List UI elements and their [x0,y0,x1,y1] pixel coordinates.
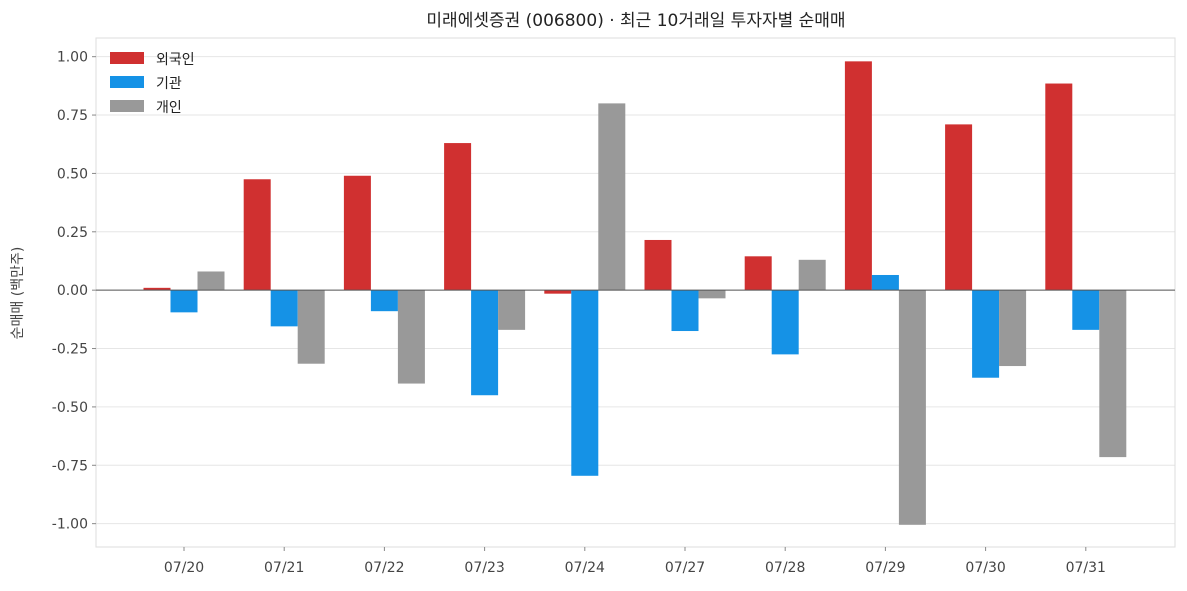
y-tick-label: 0.25 [57,225,88,241]
x-tick-label: 07/23 [464,560,504,576]
bar [243,179,271,291]
legend-label: 기관 [156,76,182,92]
bar [798,259,826,291]
bar [898,290,926,525]
y-axis-label: 순매매 (백만주) [10,247,26,340]
x-tick-label: 07/27 [665,560,705,576]
plot-frame [95,37,1176,548]
y-tick-label: -0.50 [52,400,88,416]
x-tick-label: 07/24 [565,560,605,576]
x-tick-label: 07/21 [264,560,304,576]
bar [1099,290,1127,458]
y-tick-label: -0.75 [52,458,88,474]
bars [143,61,1127,525]
legend-swatch [110,52,144,64]
legend-swatch [110,100,144,112]
y-tick-label: 0.00 [57,283,88,299]
bar [498,290,526,330]
x-tick-label: 07/31 [1066,560,1106,576]
legend-swatch [110,76,144,88]
bar [671,290,699,332]
bar [170,290,198,313]
bar [143,287,171,291]
bar [397,290,425,384]
bar [972,290,1000,378]
bar [844,61,872,291]
bar [871,274,899,291]
bar [999,290,1027,367]
y-tick-label: 0.50 [57,166,88,182]
bar [744,256,772,291]
legend-label: 외국인 [156,52,195,68]
y-tick-label: -1.00 [52,517,88,533]
y-tick-label: -0.25 [52,342,88,358]
bar [370,290,398,312]
y-tick-label: 1.00 [57,50,88,66]
bar [270,290,298,327]
axes: -1.00 -0.75 -0.50 -0.25 0.00 0.25 0.50 0.75 1.00… [52,37,1176,576]
bar [1072,290,1100,330]
bar [945,124,973,291]
bar [698,290,726,299]
bar [771,290,799,355]
y-tick-label: 0.75 [57,108,88,124]
x-tick-label: 07/22 [364,560,404,576]
x-tick-label: 07/28 [765,560,805,576]
legend-label: 개인 [156,100,182,116]
bar [444,143,472,291]
bar [544,290,572,294]
bar [471,290,499,396]
x-tick-label: 07/30 [965,560,1005,576]
x-tick-label: 07/20 [164,560,204,576]
bar [343,175,371,291]
bar [197,271,225,291]
chart-title: 미래에셋증권 (006800) · 최근 10거래일 투자자별 순매매 [426,11,845,31]
bar [1045,83,1073,291]
bar [598,103,626,291]
x-tick-label: 07/29 [865,560,905,576]
bar [571,290,599,476]
bar [297,290,325,364]
bar [644,239,672,291]
